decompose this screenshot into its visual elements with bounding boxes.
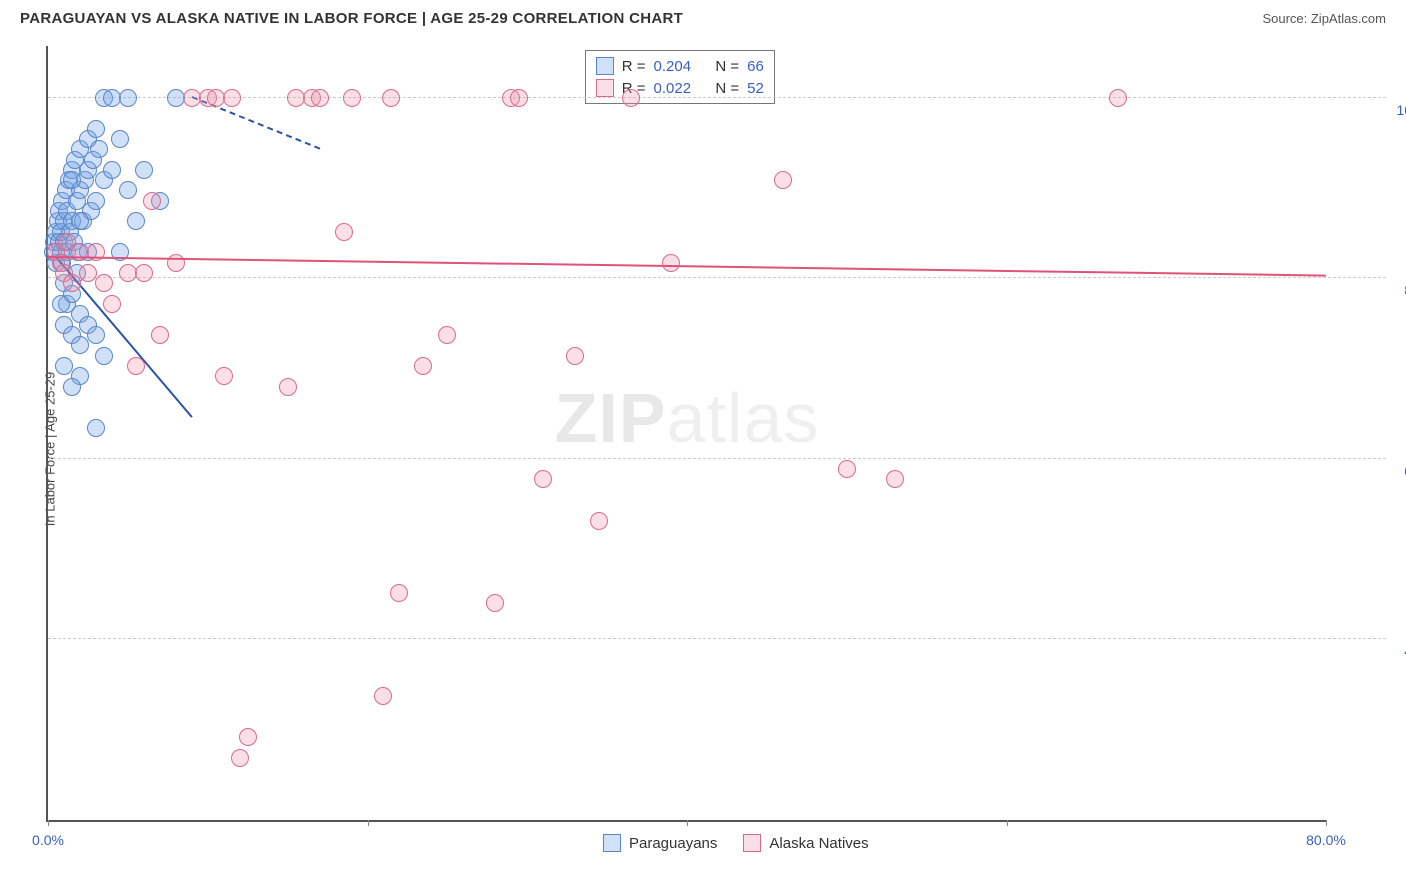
watermark-prefix: ZIP [555,379,667,457]
grid-line: 47.5% [48,638,1386,639]
series-legend: Paraguayans Alaska Natives [603,834,869,852]
r-value-1: 0.204 [654,58,692,75]
data-point[interactable] [774,171,792,189]
data-point[interactable] [414,357,432,375]
data-point[interactable] [95,347,113,365]
x-tick [1007,820,1008,826]
data-point[interactable] [566,347,584,365]
r-label: R = [622,58,646,75]
data-point[interactable] [111,130,129,148]
legend-label: Alaska Natives [769,835,868,852]
n-label: N = [715,80,739,97]
r-value-2: 0.022 [654,80,692,97]
data-point[interactable] [311,89,329,107]
x-tick [1326,820,1327,826]
grid-line: 65.0% [48,458,1386,459]
data-point[interactable] [135,264,153,282]
chart-title: PARAGUAYAN VS ALASKA NATIVE IN LABOR FOR… [20,10,683,27]
data-point[interactable] [135,161,153,179]
data-point[interactable] [1109,89,1127,107]
data-point[interactable] [79,264,97,282]
data-point[interactable] [534,470,552,488]
data-point[interactable] [103,295,121,313]
data-point[interactable] [63,171,81,189]
data-point[interactable] [510,89,528,107]
data-point[interactable] [438,326,456,344]
swatch-alaska-natives [743,834,761,852]
n-value-1: 66 [747,58,764,75]
y-tick-label: 100.0% [1388,102,1406,118]
grid-line: 82.5% [48,277,1386,278]
data-point[interactable] [87,326,105,344]
legend-label: Paraguayans [629,835,717,852]
data-point[interactable] [279,378,297,396]
data-point[interactable] [662,254,680,272]
data-point[interactable] [390,584,408,602]
data-point[interactable] [63,274,81,292]
source-name: ZipAtlas.com [1311,11,1386,26]
data-point[interactable] [886,470,904,488]
data-point[interactable] [119,89,137,107]
data-point[interactable] [119,181,137,199]
data-point[interactable] [335,223,353,241]
data-point[interactable] [71,336,89,354]
data-point[interactable] [486,594,504,612]
data-point[interactable] [622,89,640,107]
trend-line [48,256,1326,277]
data-point[interactable] [90,140,108,158]
swatch-paraguayans [596,57,614,75]
data-point[interactable] [87,419,105,437]
data-point[interactable] [52,295,70,313]
grid-line: 100.0% [48,97,1386,98]
source-label: Source: [1262,11,1310,26]
data-point[interactable] [71,212,89,230]
data-point[interactable] [127,357,145,375]
x-tick-label: 80.0% [1306,832,1346,848]
data-point[interactable] [55,357,73,375]
stats-row-series-1: R = 0.204 N = 66 [596,55,764,77]
data-point[interactable] [95,274,113,292]
data-point[interactable] [103,161,121,179]
swatch-paraguayans [603,834,621,852]
data-point[interactable] [87,120,105,138]
legend-item-paraguayans: Paraguayans [603,834,717,852]
y-tick-label: 47.5% [1388,643,1406,659]
watermark: ZIPatlas [555,378,820,458]
data-point[interactable] [167,254,185,272]
n-value-2: 52 [747,80,764,97]
chart-container: In Labor Force | Age 25-29 ZIPatlas R = … [36,46,1386,852]
x-tick [48,820,49,826]
y-tick-label: 65.0% [1388,463,1406,479]
scatter-plot-area[interactable]: ZIPatlas R = 0.204 N = 66 R = 0.022 N = … [46,46,1326,822]
legend-item-alaska-natives: Alaska Natives [743,834,868,852]
data-point[interactable] [374,687,392,705]
n-label: N = [715,58,739,75]
source-attribution: Source: ZipAtlas.com [1262,11,1386,26]
x-tick [687,820,688,826]
y-tick-label: 82.5% [1388,282,1406,298]
data-point[interactable] [223,89,241,107]
data-point[interactable] [382,89,400,107]
data-point[interactable] [87,192,105,210]
data-point[interactable] [151,326,169,344]
data-point[interactable] [215,367,233,385]
data-point[interactable] [590,512,608,530]
data-point[interactable] [143,192,161,210]
data-point[interactable] [127,212,145,230]
data-point[interactable] [231,749,249,767]
data-point[interactable] [63,378,81,396]
data-point[interactable] [343,89,361,107]
data-point[interactable] [838,460,856,478]
data-point[interactable] [239,728,257,746]
watermark-suffix: atlas [667,379,820,457]
x-tick-label: 0.0% [32,832,64,848]
x-tick [368,820,369,826]
swatch-alaska-natives [596,79,614,97]
